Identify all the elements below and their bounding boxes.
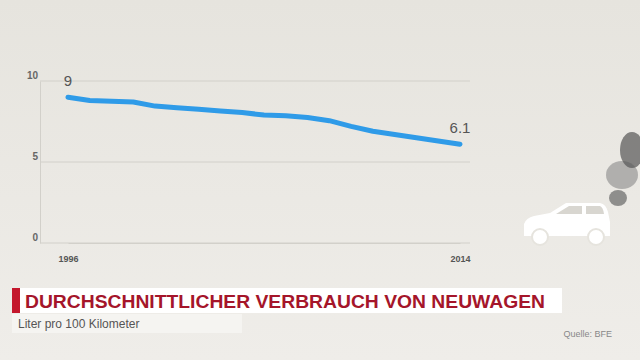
x-tick-label: 2014 bbox=[450, 254, 470, 264]
grid-line bbox=[40, 243, 470, 244]
smoke bbox=[609, 190, 627, 206]
y-tick-label: 5 bbox=[32, 151, 38, 162]
title-accent bbox=[12, 288, 20, 313]
grid-line bbox=[40, 162, 470, 163]
annotation: 6.1 bbox=[450, 119, 471, 136]
y-axis-line bbox=[40, 82, 41, 244]
subtitle-bar bbox=[12, 314, 242, 333]
annotation: 9 bbox=[64, 72, 72, 89]
x-axis: 1996 2014 bbox=[58, 243, 470, 264]
x-axis-line bbox=[69, 243, 461, 244]
car-window bbox=[586, 206, 604, 214]
y-tick: 10 bbox=[27, 70, 40, 82]
annotations: 96.1 bbox=[64, 72, 471, 136]
title-bar bbox=[12, 288, 562, 313]
source: Quelle: BFE bbox=[563, 329, 612, 339]
x-tick: 2014 bbox=[450, 243, 470, 264]
title: DURCHSCHNITTLICHER VERBRAUCH VON NEUWAGE… bbox=[25, 292, 545, 312]
x-tick: 1996 bbox=[58, 243, 78, 264]
data-line bbox=[68, 97, 460, 144]
plot-area bbox=[68, 97, 460, 144]
y-axis: 0 5 10 bbox=[27, 70, 41, 244]
chart: 05101996201496.1DURCHSCHNITTLICHER VERBR… bbox=[0, 0, 640, 360]
subtitle: Liter pro 100 Kilometer bbox=[18, 317, 139, 331]
x-tick-label: 1996 bbox=[58, 254, 78, 264]
y-tick-label: 0 bbox=[32, 232, 38, 243]
car-wheel bbox=[588, 229, 604, 245]
grid bbox=[40, 81, 470, 243]
y-tick-label: 10 bbox=[27, 70, 39, 81]
car-icon bbox=[524, 132, 640, 245]
smoke bbox=[620, 132, 640, 168]
y-tick: 5 bbox=[32, 151, 40, 163]
y-tick: 0 bbox=[32, 232, 40, 244]
background bbox=[0, 0, 640, 360]
car-wheel bbox=[532, 229, 548, 245]
grid-line bbox=[40, 81, 470, 82]
car-window bbox=[556, 206, 582, 214]
